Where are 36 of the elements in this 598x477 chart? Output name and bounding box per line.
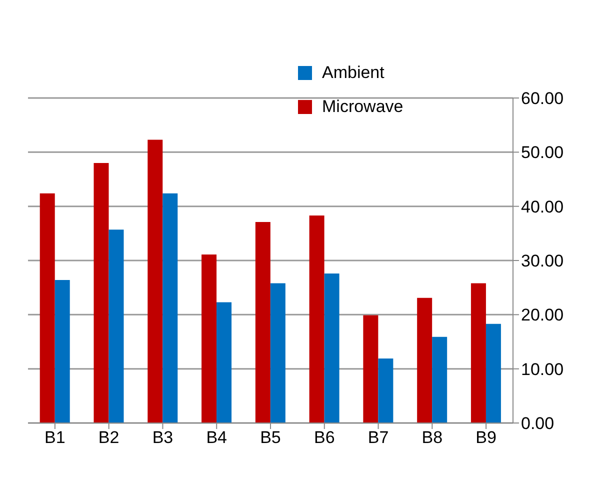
y-tick-label: 20.00: [521, 306, 564, 325]
x-tick-label: B2: [98, 428, 120, 448]
bar: [470, 283, 486, 423]
x-tick-label: B1: [44, 428, 66, 448]
y-tick-label: 30.00: [521, 252, 564, 271]
x-tick-label: B3: [152, 428, 174, 448]
bar: [486, 324, 501, 423]
bar: [148, 140, 163, 423]
y-tick-label: 50.00: [521, 143, 564, 162]
legend-label: Microwave: [322, 97, 404, 117]
bar: [324, 274, 340, 423]
x-tick-label: B7: [368, 428, 389, 448]
x-tick-label: B4: [206, 428, 228, 448]
bar: [202, 254, 217, 423]
y-tick-label: 40.00: [521, 197, 564, 216]
bar: [378, 358, 394, 423]
y-tick-label: 10.00: [521, 360, 564, 379]
bar: [162, 193, 178, 423]
bar: [108, 230, 124, 423]
x-tick-label: B5: [260, 428, 281, 448]
x-tick-label: B9: [476, 428, 496, 448]
x-tick-label: B6: [314, 428, 335, 448]
bar: [363, 315, 378, 423]
bar: [94, 163, 109, 423]
legend-label: Ambient: [322, 63, 384, 83]
bar: [432, 336, 448, 423]
bar: [54, 280, 70, 423]
bar: [417, 298, 432, 423]
bar: [270, 283, 286, 423]
bar: [216, 302, 232, 423]
y-tick-label: 0.00: [521, 414, 554, 434]
bar: [255, 222, 270, 423]
bar: [309, 216, 324, 423]
y-tick-label: 60.00: [521, 89, 564, 108]
bar: [40, 193, 55, 423]
x-tick-label: B8: [422, 428, 443, 448]
